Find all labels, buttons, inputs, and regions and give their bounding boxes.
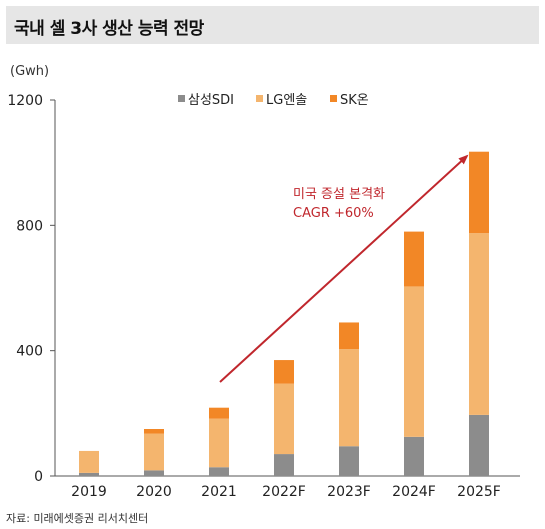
x-tick-label: 2020 [136,484,172,500]
bar-segment [339,349,359,447]
y-tick-label: 0 [34,469,43,485]
bar-segment [404,286,424,437]
bar-segment [144,433,164,471]
x-tick-label: 2025F [457,484,501,500]
annotation-line2: CAGR +60% [293,206,374,221]
bar-segment [274,383,294,455]
y-tick-label: 1200 [7,93,43,109]
bar-segment [209,418,229,468]
chart-title: 국내 셀 3사 생산 능력 전망 [14,19,204,39]
bar-segment [469,151,489,234]
bar-segment [469,414,489,476]
legend-swatch [256,95,263,102]
bars [79,151,489,476]
bar-segment [469,233,489,415]
axes: 0 400 800 1200 2019 2020 2021 2022F 2023F 2024F 20… [7,93,520,500]
bar-segment [274,360,294,384]
bar-segment [339,322,359,350]
y-tick-label: 400 [16,344,43,360]
trend-arrow [219,154,469,383]
legend-swatch [330,95,337,102]
annotation-line1: 미국 증설 본격화 [293,187,385,202]
bar-segment [144,429,164,434]
y-tick-label: 800 [16,218,43,234]
bar-segment [404,231,424,287]
bar-segment [404,436,424,476]
source-note: 자료: 미래에셋증권 리서치센터 [6,512,149,525]
legend-label: 삼성SDI [188,93,234,108]
bar-segment [144,470,164,476]
bar-segment [274,454,294,476]
bar-segment [79,450,99,473]
y-unit-label: (Gwh) [10,64,49,79]
bar-segment [79,472,99,476]
x-tick-label: 2023F [327,484,371,500]
legend-label: LG엔솔 [266,93,307,108]
x-tick-label: 2022F [262,484,306,500]
bar-segment [209,407,229,419]
legend: 삼성SDI LG엔솔 SK온 [178,93,369,108]
x-tick-label: 2019 [71,484,107,500]
x-tick-label: 2024F [392,484,436,500]
bar-segment [339,446,359,476]
legend-swatch [178,95,185,102]
legend-label: SK온 [340,93,369,108]
title-bar: 국내 셀 3사 생산 능력 전망 [6,6,539,44]
bar-segment [209,467,229,476]
x-tick-label: 2021 [201,484,237,500]
